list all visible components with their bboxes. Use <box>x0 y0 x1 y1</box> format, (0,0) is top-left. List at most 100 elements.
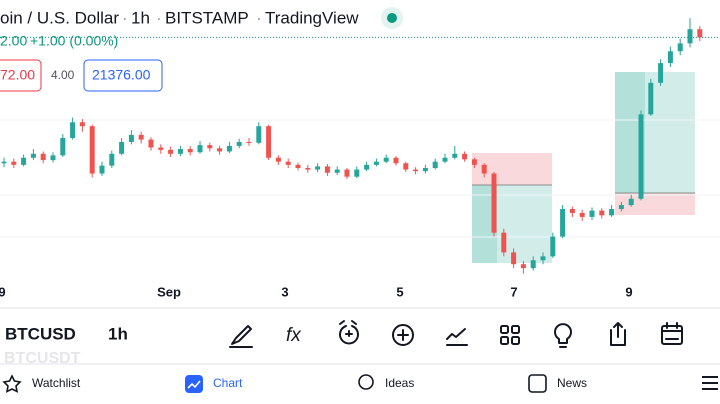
compare[interactable] <box>446 328 468 346</box>
candle-body <box>589 210 595 217</box>
candle-body <box>393 157 399 164</box>
candle-body <box>481 164 487 174</box>
indicators[interactable]: fx <box>286 325 302 346</box>
candle-body <box>226 145 232 152</box>
x-tick-label: 9 <box>0 284 6 299</box>
candle-body <box>413 169 419 172</box>
ideas-icon[interactable] <box>358 374 374 390</box>
candle-body <box>207 145 213 149</box>
candle-body <box>109 153 115 166</box>
alert[interactable] <box>339 320 359 345</box>
candle-body <box>138 134 144 140</box>
candle-body <box>285 161 291 165</box>
candle-body <box>128 134 134 142</box>
chart-icon-line <box>187 380 201 389</box>
toolbar: BTCUSDT BTCUSD 1h fx <box>4 320 683 367</box>
chart-plot <box>0 18 720 274</box>
candle-body <box>168 149 174 154</box>
candle-body <box>667 51 673 64</box>
candle-body <box>236 141 242 146</box>
candle-body <box>275 157 281 162</box>
candle-body <box>11 161 17 165</box>
candle-body <box>609 209 615 216</box>
candle-body <box>158 147 164 150</box>
candle-body <box>295 164 301 168</box>
replay[interactable] <box>661 325 683 345</box>
candle-body <box>491 173 497 233</box>
symbol[interactable]: BTCUSD <box>5 324 76 343</box>
add[interactable] <box>392 324 414 346</box>
candle-body <box>569 209 575 213</box>
candle-body <box>579 212 585 217</box>
candle-body <box>334 169 340 173</box>
x-tick-label: Sep <box>157 284 181 299</box>
menu[interactable] <box>702 376 718 390</box>
candle-body <box>520 264 526 269</box>
layout[interactable] <box>500 325 509 334</box>
candle-body <box>383 157 389 162</box>
nav-ideas[interactable]: Ideas <box>385 376 414 390</box>
candle-body <box>687 29 693 44</box>
long-stop-zone <box>615 193 695 215</box>
ideas-tool[interactable] <box>554 323 572 348</box>
candle-body <box>697 29 703 38</box>
candle-body <box>79 122 85 127</box>
candle-body <box>373 161 379 165</box>
share[interactable] <box>610 322 626 346</box>
candle-body <box>677 43 683 52</box>
candle-body <box>638 114 644 199</box>
candle-body <box>648 82 654 115</box>
nav-chart[interactable]: Chart <box>213 376 243 390</box>
exchange: BITSTAMP <box>165 8 249 27</box>
candle-body <box>452 153 458 158</box>
nav-watchlist[interactable]: Watchlist <box>32 376 81 390</box>
spread: 4.00 <box>51 68 75 82</box>
x-tick-label: 3 <box>281 284 288 299</box>
candle-body <box>560 209 566 237</box>
draw-tool[interactable] <box>229 325 253 348</box>
x-tick-label: 9 <box>625 284 632 299</box>
candle-body <box>60 138 66 156</box>
nav-news[interactable]: News <box>557 376 587 390</box>
chart-icon[interactable] <box>185 375 203 393</box>
candle-body <box>658 63 664 83</box>
news-icon[interactable] <box>528 374 547 393</box>
candle-body <box>315 166 321 170</box>
candle-body <box>30 153 36 158</box>
x-tick-label: 7 <box>510 284 517 299</box>
candle-body <box>471 159 477 165</box>
separator: · <box>122 8 128 27</box>
watchlist-icon[interactable] <box>2 374 22 393</box>
candle-body <box>324 166 330 173</box>
layout <box>500 336 509 345</box>
status-dot <box>387 13 397 23</box>
candle-body <box>197 145 203 153</box>
x-tick-label: 5 <box>396 284 403 299</box>
candle-body <box>1 161 7 164</box>
sell-button[interactable] <box>0 59 42 92</box>
add-plus <box>397 329 409 341</box>
buy-price: 21376.00 <box>92 67 151 83</box>
candle-body <box>422 168 428 172</box>
candle-body <box>344 169 350 177</box>
separator: · <box>156 8 162 27</box>
layout <box>511 336 520 345</box>
candle-body <box>246 141 252 143</box>
candle-body <box>256 126 262 143</box>
candle-body <box>177 149 183 154</box>
candle-body <box>217 148 223 152</box>
interval-button[interactable]: 1h <box>108 324 128 343</box>
candle-body <box>50 155 56 161</box>
candle-body <box>70 122 76 139</box>
x-axis: 9 Sep 3 5 7 9 <box>0 284 633 299</box>
buy-button[interactable] <box>83 59 163 92</box>
symbol-title: oin / U.S. Dollar <box>0 8 119 27</box>
candle-body <box>618 205 624 210</box>
ghost-symbol: BTCUSDT <box>4 350 81 367</box>
candle-body <box>530 260 536 269</box>
candle-body <box>599 210 605 216</box>
candle-body <box>354 169 360 177</box>
candle-body <box>403 163 409 170</box>
candle-body <box>432 161 438 168</box>
